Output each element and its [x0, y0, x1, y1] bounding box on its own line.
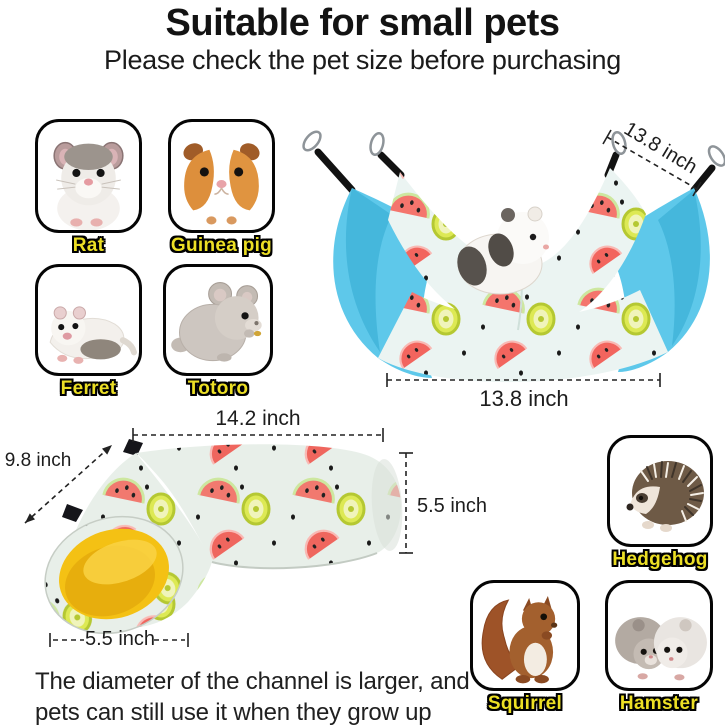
guinea-pig-label: Guinea pig — [170, 235, 273, 256]
hamster-photo — [615, 617, 707, 681]
note-text: The diameter of the channel is larger, a… — [35, 666, 470, 725]
hedgehog-photo — [626, 461, 704, 532]
page-subtitle: Please check the pet size before purchas… — [104, 45, 621, 75]
rat-photo-card — [35, 119, 142, 233]
hamster-in-hammock — [457, 206, 549, 295]
note-line-1: The diameter of the channel is larger, a… — [35, 668, 470, 695]
note-line-2: pets can still use it when they grow up — [35, 699, 432, 725]
ferret-photo — [49, 306, 137, 364]
carabiner-clip-icon — [302, 130, 725, 167]
totoro-label: Totoro — [187, 378, 249, 399]
guinea-pig-photo — [183, 143, 260, 225]
rat-label: Rat — [72, 235, 105, 256]
tunnel-length-dimension: 14.2 inch — [215, 407, 301, 430]
tunnel-illustration — [44, 439, 403, 635]
hamster-photo-card — [605, 580, 713, 691]
hedgehog-label: Hedgehog — [612, 549, 708, 570]
tunnel-clip-icon — [123, 439, 143, 456]
page-title: Suitable for small pets — [165, 2, 560, 44]
totoro-photo — [171, 282, 262, 362]
hammock-width-dimension: 13.8 inch — [479, 386, 569, 411]
squirrel-photo — [481, 595, 558, 684]
hammock-diagonal-dimension-line — [602, 129, 702, 197]
hammock-width-dimension-line — [386, 373, 661, 387]
tunnel-depth-dimension: 9.8 inch — [4, 450, 72, 471]
totoro-photo-card — [163, 264, 273, 376]
squirrel-photo-card — [470, 580, 580, 691]
rat-photo — [53, 141, 124, 230]
tunnel-opening-dimension-line — [49, 633, 189, 647]
tunnel-depth-dimension-line — [24, 444, 113, 524]
hamster-label: Hamster — [619, 693, 699, 714]
tunnel-length-dimension-line — [132, 428, 384, 442]
tunnel-height-dimension-line — [399, 452, 413, 554]
tunnel-clip-icon — [62, 504, 83, 522]
guinea-pig-photo-card — [168, 119, 275, 233]
hedgehog-photo-card — [607, 435, 713, 547]
hammock-illustration — [302, 130, 725, 383]
tunnel-height-dimension: 5.5 inch — [417, 495, 488, 517]
ferret-photo-card — [35, 264, 142, 376]
tunnel-opening-dimension: 5.5 inch — [84, 628, 156, 650]
squirrel-label: Squirrel — [487, 693, 563, 714]
dimension-lines — [24, 129, 702, 647]
ferret-label: Ferret — [60, 378, 117, 399]
